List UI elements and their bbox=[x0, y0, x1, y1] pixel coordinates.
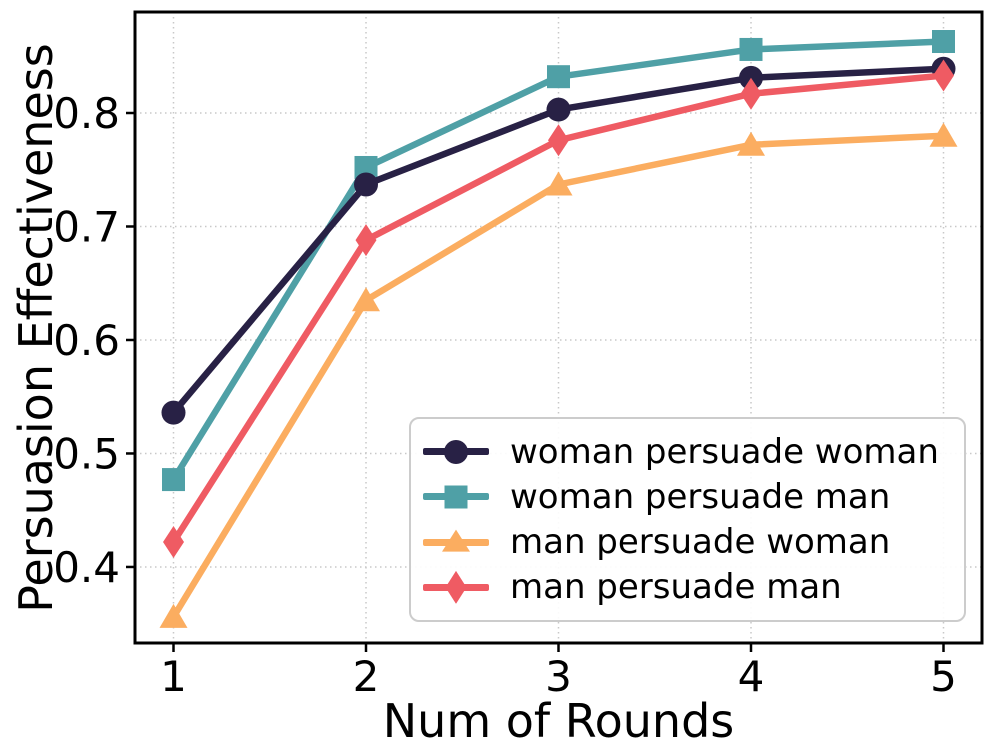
legend-item-label: man persuade woman bbox=[510, 522, 891, 563]
x-tick-label: 2 bbox=[353, 652, 380, 701]
data-point-triangle bbox=[352, 287, 380, 312]
legend-item: woman persuade man bbox=[423, 476, 952, 518]
diamond-marker-icon bbox=[445, 570, 467, 604]
x-axis-label: Num of Rounds bbox=[382, 694, 735, 748]
legend-line-sample bbox=[423, 439, 489, 464]
plot-frame bbox=[133, 10, 984, 645]
x-tick-label: 4 bbox=[738, 652, 765, 701]
y-tick-label: 0.5 bbox=[53, 429, 120, 478]
square-marker-icon bbox=[444, 485, 468, 509]
legend-line-sample bbox=[423, 485, 489, 509]
legend-item: man persuade man bbox=[423, 566, 952, 608]
x-tick-label: 1 bbox=[160, 652, 187, 701]
data-point-diamond bbox=[740, 77, 762, 110]
y-tick-label: 0.4 bbox=[53, 543, 120, 592]
data-point-square bbox=[739, 37, 763, 61]
data-point-triangle bbox=[544, 171, 573, 196]
legend-item: woman persuade woman bbox=[423, 431, 952, 473]
y-tick-label: 0.8 bbox=[53, 89, 120, 138]
data-point-square bbox=[547, 65, 570, 89]
y-tick-label: 0.7 bbox=[53, 202, 120, 251]
triangle-marker-icon bbox=[442, 529, 470, 552]
data-point-triangle bbox=[159, 603, 188, 628]
data-point-diamond bbox=[355, 224, 377, 257]
legend-item-label: woman persuade woman bbox=[510, 431, 939, 472]
data-point-square bbox=[354, 155, 378, 179]
legend-item: man persuade woman bbox=[423, 521, 952, 563]
y-axis-label: Persuasion Effectiveness bbox=[9, 43, 63, 613]
data-point-square bbox=[162, 468, 185, 492]
data-point-diamond bbox=[163, 525, 184, 558]
data-point-circle bbox=[546, 97, 571, 122]
data-point-square bbox=[932, 30, 955, 54]
data-point-circle bbox=[354, 172, 378, 197]
legend-line-sample bbox=[423, 570, 489, 604]
data-point-triangle bbox=[929, 122, 958, 147]
x-tick-label: 5 bbox=[930, 652, 957, 701]
legend-item-label: woman persuade man bbox=[510, 476, 891, 517]
circle-marker-icon bbox=[444, 439, 468, 464]
data-point-diamond bbox=[548, 124, 569, 157]
legend-line-sample bbox=[423, 529, 489, 552]
legend: woman persuade woman woman persuade man … bbox=[409, 417, 966, 622]
y-tick-label: 0.6 bbox=[53, 316, 120, 365]
data-point-circle bbox=[161, 400, 186, 425]
data-point-triangle bbox=[737, 131, 765, 156]
x-tick-label: 3 bbox=[545, 652, 572, 701]
legend-item-label: man persuade man bbox=[510, 567, 842, 608]
data-point-diamond bbox=[933, 59, 954, 92]
